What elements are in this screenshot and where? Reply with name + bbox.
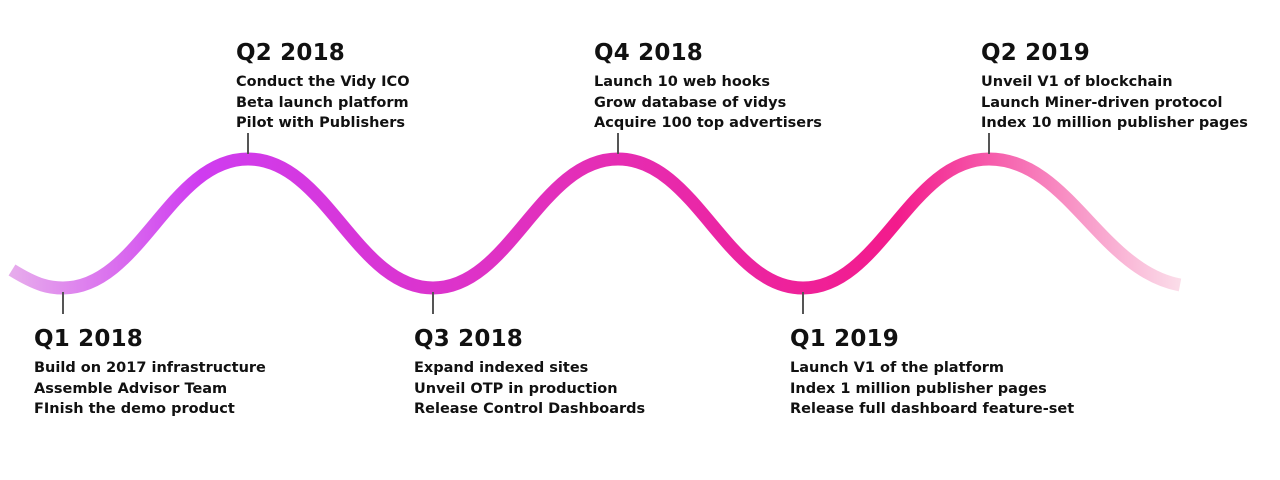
- milestone-item: Index 10 million publisher pages: [981, 115, 1248, 131]
- milestone-item: Release full dashboard feature-set: [790, 401, 1075, 417]
- milestone-item: Expand indexed sites: [414, 360, 589, 376]
- milestone-item: Grow database of vidys: [594, 94, 787, 111]
- milestone-item: Beta launch platform: [236, 94, 409, 111]
- milestone-q2-2018: Q2 2018 Conduct the Vidy ICO Beta launch…: [236, 40, 410, 134]
- milestone-q1-2018: Q1 2018 Build on 2017 infrastructure Ass…: [34, 326, 266, 420]
- milestone-title: Q2 2018: [236, 40, 345, 66]
- milestone-items: Launch V1 of the platform Index 1 millio…: [790, 358, 1074, 420]
- milestone-items: Launch 10 web hooks Grow database of vid…: [594, 72, 822, 134]
- milestone-item: Index 1 million publisher pages: [790, 380, 1047, 397]
- milestone-item: Acquire 100 top advertisers: [594, 115, 822, 131]
- milestone-item: Unveil V1 of blockchain: [981, 74, 1173, 90]
- milestone-item: Launch V1 of the platform: [790, 360, 1005, 376]
- milestone-items: Expand indexed sites Unveil OTP in produ…: [414, 358, 645, 420]
- milestone-title: Q1 2018: [34, 326, 143, 352]
- milestone-item: Build on 2017 infrastructure: [34, 360, 266, 376]
- milestone-items: Unveil V1 of blockchain Launch Miner-dri…: [981, 72, 1248, 134]
- milestone-title: Q2 2019: [981, 40, 1090, 66]
- milestone-title: Q3 2018: [414, 326, 523, 352]
- wave-curve: [8, 152, 1182, 295]
- milestone-item: FInish the demo product: [34, 401, 235, 417]
- milestone-items: Build on 2017 infrastructure Assemble Ad…: [34, 358, 266, 420]
- milestone-item: Launch Miner-driven protocol: [981, 94, 1223, 111]
- milestone-q4-2018: Q4 2018 Launch 10 web hooks Grow databas…: [594, 40, 822, 134]
- milestone-q1-2019: Q1 2019 Launch V1 of the platform Index …: [790, 326, 1074, 420]
- milestone-item: Assemble Advisor Team: [34, 380, 228, 397]
- milestone-item: Unveil OTP in production: [414, 380, 618, 397]
- milestone-item: Pilot with Publishers: [236, 115, 406, 131]
- milestone-title: Q4 2018: [594, 40, 703, 66]
- milestone-q3-2018: Q3 2018 Expand indexed sites Unveil OTP …: [414, 326, 645, 420]
- milestone-item: Release Control Dashboards: [414, 401, 646, 417]
- milestone-item: Conduct the Vidy ICO: [236, 74, 410, 90]
- milestone-q2-2019: Q2 2019 Unveil V1 of blockchain Launch M…: [981, 40, 1248, 134]
- milestone-title: Q1 2019: [790, 326, 899, 352]
- connectors: [62, 133, 990, 314]
- milestone-item: Launch 10 web hooks: [594, 74, 771, 90]
- milestone-items: Conduct the Vidy ICO Beta launch platfor…: [236, 72, 410, 134]
